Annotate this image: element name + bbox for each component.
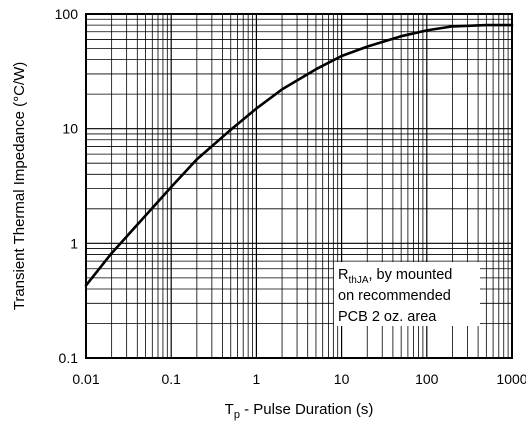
y-tick-labels: 0.1 1 10 100 <box>55 6 79 366</box>
series-layer <box>84 23 514 287</box>
annotation-box: RthJA, by mounted on recommended PCB 2 o… <box>334 262 480 326</box>
y-tick-label: 10 <box>62 121 78 137</box>
y-tick-label: 1 <box>70 235 78 251</box>
y-tick-label: 100 <box>55 6 79 22</box>
x-axis-title-main: T <box>225 401 234 418</box>
annotation-line-3: PCB 2 oz. area <box>338 309 437 325</box>
x-tick-label: 100 <box>415 371 439 387</box>
annotation-r-symbol: R <box>338 267 348 283</box>
minor-grid <box>86 14 512 358</box>
x-tick-label: 1000 <box>496 371 526 387</box>
y-axis-title: Transient Thermal Impedance (°C/W) <box>11 62 28 311</box>
x-tick-label: 0.01 <box>72 371 99 387</box>
y-tick-label: 0.1 <box>59 350 79 366</box>
annotation-r-subscript: thJA <box>348 275 368 286</box>
annotation-line-1: RthJA, by mounted <box>338 267 452 286</box>
x-tick-label: 0.1 <box>161 371 181 387</box>
x-axis-title-rest: - Pulse Duration (s) <box>240 401 373 418</box>
x-tick-label: 10 <box>334 371 350 387</box>
annotation-background <box>334 262 480 326</box>
x-tick-labels: 0.01 0.1 1 10 100 1000 <box>72 371 526 387</box>
x-tick-label: 1 <box>253 371 261 387</box>
annotation-line-2: on recommended <box>338 288 451 304</box>
series-line-0 <box>84 23 514 287</box>
plot-frame <box>85 13 513 359</box>
x-axis-title-subscript: p <box>234 409 240 421</box>
x-axis-title: Tp - Pulse Duration (s) <box>225 401 374 421</box>
annotation-line-1-rest: , by mounted <box>369 267 453 283</box>
